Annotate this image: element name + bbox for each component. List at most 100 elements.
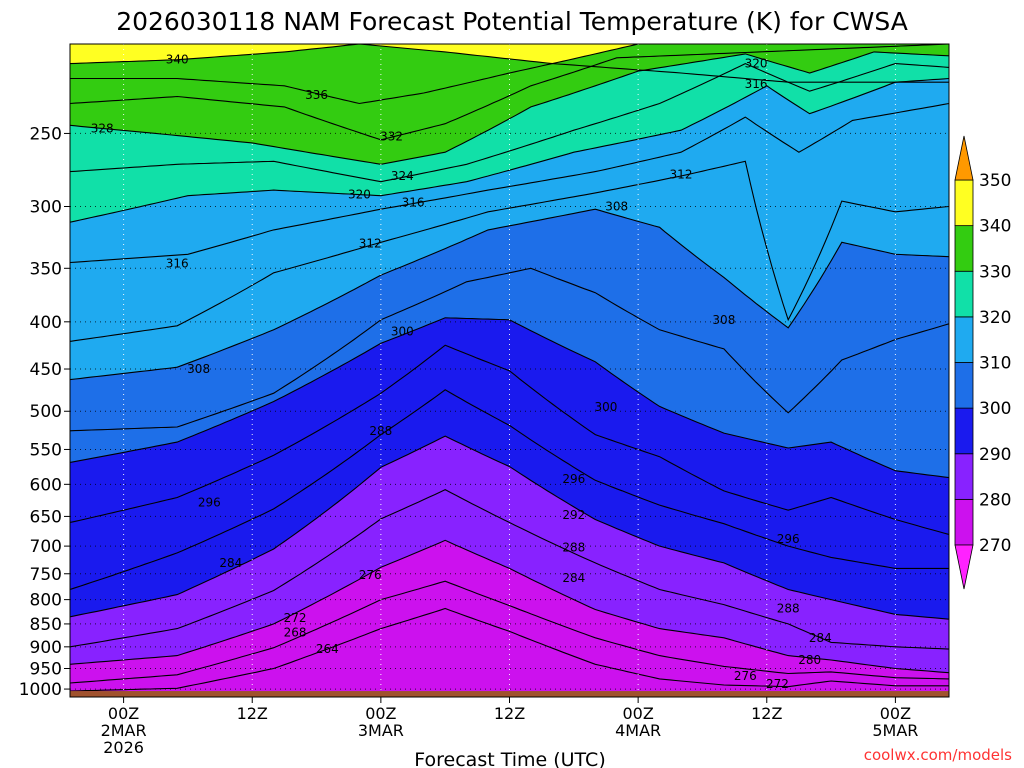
contour-label: 268	[284, 625, 307, 639]
contour-label: 308	[712, 313, 735, 327]
colorbar-label: 350	[979, 171, 1011, 191]
x-tick-label: 12Z	[751, 704, 782, 723]
isentrope-272	[70, 607, 949, 692]
contour-label: 288	[562, 540, 585, 554]
colorbar-box	[954, 179, 974, 227]
contour-label: 328	[91, 122, 114, 136]
x-axis-label: Forecast Time (UTC)	[414, 749, 605, 768]
y-tick-label: 300	[30, 198, 62, 218]
contour-label: 316	[745, 77, 768, 91]
x-tick-label: 00Z	[622, 704, 653, 723]
contour-label: 316	[166, 257, 189, 271]
colorbar-label: 270	[979, 536, 1011, 556]
y-tick-label: 400	[30, 313, 62, 333]
colorbar-label: 340	[979, 217, 1011, 237]
credit-text: coolwx.com/models	[864, 746, 1012, 764]
band-fill	[70, 389, 949, 620]
contour-label: 284	[562, 571, 585, 585]
isentrope-280	[70, 539, 949, 674]
band-fill	[70, 44, 949, 140]
y-tick-label: 250	[30, 124, 62, 144]
contour-labels: 340 336 332 328 324 320 316 312 316 308 312 320 316 3…	[91, 53, 832, 691]
y-tick-label: 700	[30, 537, 62, 557]
contour-label: 300	[595, 400, 618, 414]
x-tick-label: 2MAR	[101, 721, 147, 740]
y-tick-label: 350	[30, 259, 62, 279]
x-tick-label: 12Z	[494, 704, 525, 723]
contour-label: 292	[562, 508, 585, 522]
isentrope-320	[70, 77, 949, 223]
colorbar-label: 330	[979, 262, 1011, 282]
contour-label: 308	[605, 200, 628, 214]
band-fill	[70, 63, 949, 223]
isentrope-304	[70, 267, 949, 432]
y-tick-label: 550	[30, 440, 62, 460]
band-fill	[70, 436, 949, 650]
colorbar-box	[954, 362, 974, 409]
isentrope-296	[70, 344, 949, 536]
band-fill	[70, 317, 949, 535]
isentrope-336	[70, 44, 949, 105]
contour-label: 308	[187, 362, 210, 376]
y-tick-label: 450	[30, 360, 62, 380]
colorbar-box	[954, 407, 974, 455]
isentrope-312	[70, 160, 949, 342]
contour-label: 276	[734, 669, 757, 683]
x-tick-label: 00Z	[365, 704, 396, 723]
band-fill	[70, 209, 949, 431]
isentrope-328	[70, 51, 949, 165]
colorbar-box	[954, 270, 974, 318]
y-tick-label: 800	[30, 591, 62, 611]
chart-title: 2026030118 NAM Forecast Potential Temper…	[116, 7, 908, 36]
contour-label: 276	[359, 568, 382, 582]
band-fill	[70, 268, 949, 478]
colorbar-box	[954, 225, 974, 272]
isentrope-284	[70, 488, 949, 650]
isentrope-332	[70, 44, 949, 141]
band-fill	[70, 103, 949, 342]
x-tick-label: 4MAR	[615, 721, 661, 740]
contour-label: 280	[798, 653, 821, 667]
x-tick-label: 5MAR	[872, 721, 918, 740]
x-tick-label: 2026	[103, 738, 144, 757]
isentrope-276	[70, 580, 949, 684]
contour-label: 340	[166, 53, 189, 67]
contour-label: 284	[219, 556, 242, 570]
isentrope-308	[70, 208, 949, 381]
ground-surface	[70, 691, 949, 697]
contour-label: 316	[402, 195, 425, 209]
band-fill	[70, 161, 949, 380]
plot-area: 340 336 332 328 324 320 316 312 316 308 312 320 316 3…	[70, 44, 949, 697]
colorbar-label: 290	[979, 445, 1011, 465]
y-tick-label: 500	[30, 402, 62, 422]
isentrope-324	[70, 62, 949, 183]
contour-label: 296	[777, 532, 800, 546]
contour-label: 296	[198, 496, 221, 510]
colorbar-label: 310	[979, 354, 1011, 374]
contour-label: 288	[369, 424, 392, 438]
y-tick-label: 950	[30, 660, 62, 680]
band-fill	[70, 540, 949, 683]
x-tick-label: 3MAR	[358, 721, 404, 740]
isentrope-292	[70, 389, 949, 591]
isentrope-288	[70, 435, 949, 620]
y-tick-label: 1000	[19, 680, 62, 700]
y-tick-label: 850	[30, 615, 62, 635]
contour-label: 312	[670, 168, 693, 182]
contour-label: 320	[745, 57, 768, 71]
colorbar-label: 280	[979, 490, 1011, 510]
contour-label: 320	[348, 187, 371, 201]
band-fill	[70, 581, 949, 692]
x-tick-label: 12Z	[237, 704, 268, 723]
colorbar-label: 320	[979, 308, 1011, 328]
band-fill	[70, 51, 949, 182]
contour-label: 272	[766, 677, 789, 691]
contour-label: 288	[777, 602, 800, 616]
contour-label: 264	[316, 642, 339, 656]
contour-label: 284	[809, 631, 832, 645]
x-tick-label: 00Z	[880, 704, 911, 723]
contour-label: 300	[391, 325, 414, 339]
colorbar: 350 340 330 320 310 300 290 280 270	[954, 135, 1011, 590]
